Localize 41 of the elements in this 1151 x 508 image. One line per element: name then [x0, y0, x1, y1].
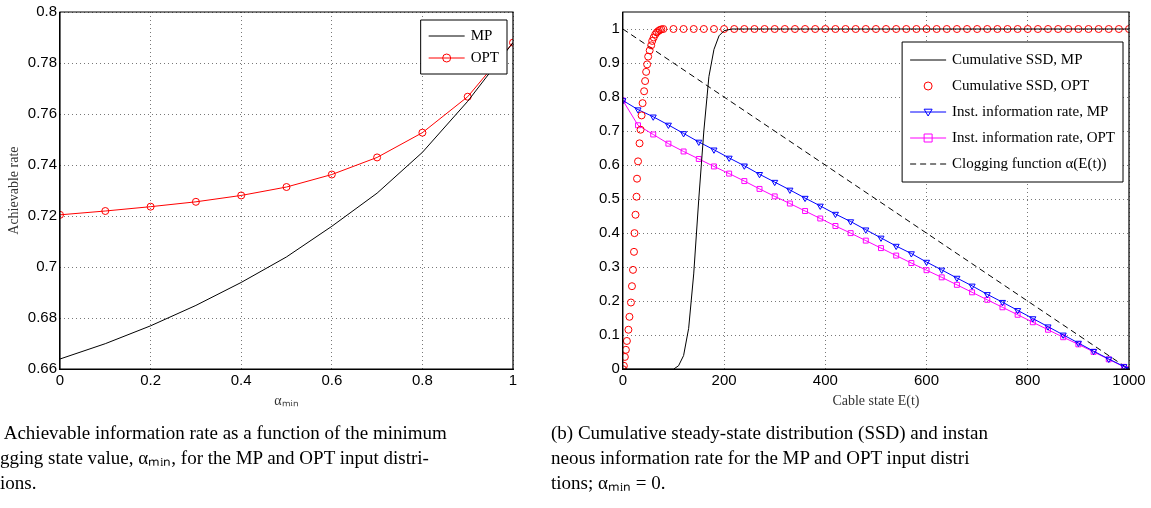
legend-label: Cumulative SSD, MP — [952, 50, 1083, 67]
y-tick-label: 0.8 — [598, 87, 620, 105]
y-tick-label: 0.5 — [598, 189, 620, 207]
legend-label: OPT — [470, 48, 500, 65]
y-tick-label: 0.72 — [27, 206, 57, 224]
y-tick-label: 0.2 — [598, 291, 620, 309]
y-tick-label: 0.78 — [27, 53, 57, 71]
y-tick-label: 0.7 — [36, 257, 57, 275]
y-axis-title: Achievable rate — [6, 146, 22, 235]
y-tick-label: 0.74 — [27, 155, 57, 173]
y-tick-label: 0.1 — [598, 325, 620, 343]
y-tick-label: 0.7 — [598, 121, 620, 139]
y-tick-label: 0.68 — [27, 308, 57, 326]
y-tick-label: 1 — [611, 19, 620, 37]
y-tick-label: 0.76 — [27, 104, 57, 122]
y-tick-label: 0.4 — [598, 223, 620, 241]
text: (b) Cumulative steady-state distribution (SSD) and instan neous information rate for the MP and OPT input distri tions; αₘᵢₙ = 0. — [551, 421, 988, 495]
x-tick-label: 0.2 — [140, 371, 162, 389]
y-tick-label: 0.8 — [36, 2, 57, 20]
legend-label: Clogging function α(E(t)) — [952, 154, 1107, 172]
x-tick-label: 1 — [508, 371, 518, 389]
x-axis-title: αₘᵢₙ — [274, 393, 299, 409]
x-tick-label: 1000 — [1112, 371, 1146, 389]
legend-label: Cumulative SSD, OPT — [952, 76, 1090, 93]
x-tick-label: 800 — [1015, 371, 1041, 389]
y-tick-label: 0.66 — [27, 359, 57, 377]
y-tick-label: 0.3 — [598, 257, 620, 275]
y-tick-label: 0.6 — [598, 155, 620, 173]
x-axis-title: Cable state E(t) — [832, 393, 920, 410]
x-tick-label: 200 — [711, 371, 737, 389]
legend-label: Inst. information rate, MP — [952, 102, 1109, 119]
y-tick-label: 0 — [611, 359, 620, 377]
legend-label: MP — [470, 26, 493, 43]
x-tick-label: 0.4 — [230, 371, 252, 389]
text: Achievable information rate as a function of the minimum gging state value, αₘᵢₙ, for the MP and OPT input distri- ions. — [0, 421, 447, 495]
legend-label: Inst. information rate, OPT — [952, 128, 1116, 145]
x-tick-label: 0.6 — [321, 371, 343, 389]
y-tick-label: 0.9 — [598, 53, 620, 71]
x-tick-label: 400 — [812, 371, 838, 389]
x-tick-label: 0.8 — [411, 371, 433, 389]
x-tick-label: 600 — [914, 371, 940, 389]
